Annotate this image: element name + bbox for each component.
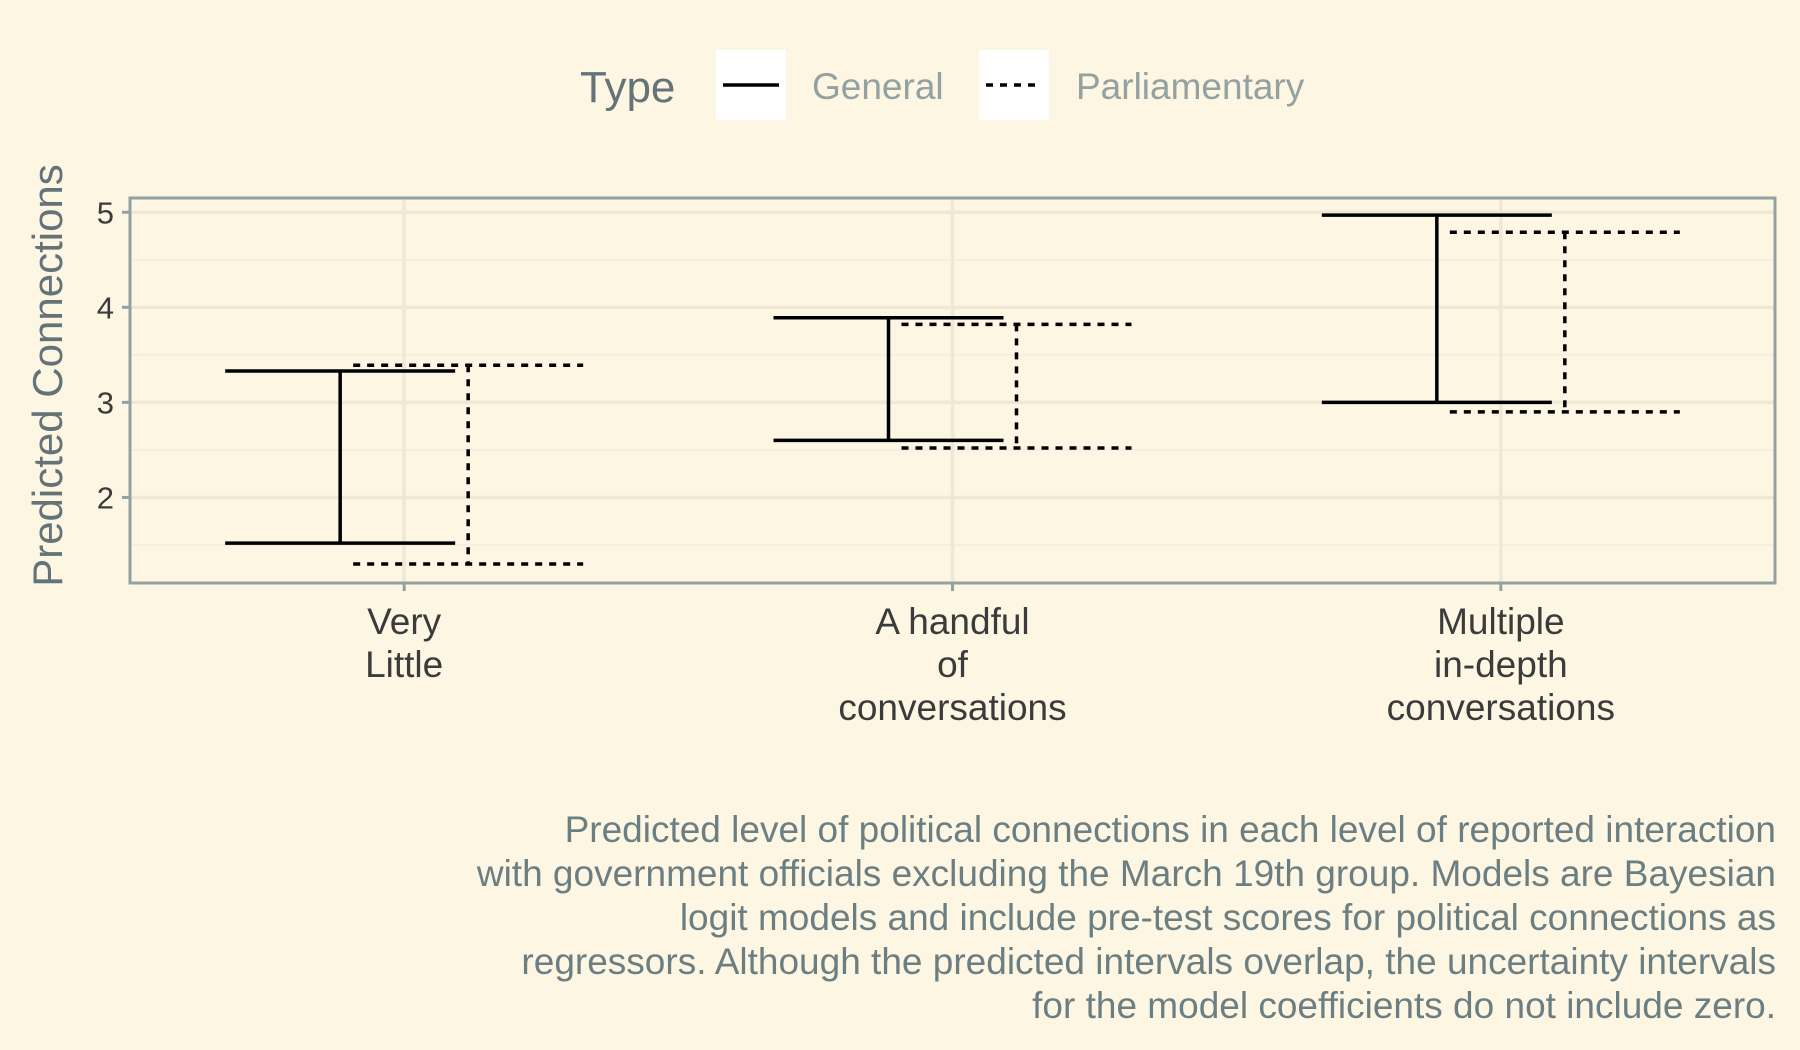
x-tick-label-line: A handful (875, 601, 1029, 642)
chart-caption: Predicted level of political connections… (476, 809, 1776, 1026)
x-tick-label-line: conversations (838, 687, 1066, 728)
x-tick-label: Very Little (365, 601, 443, 685)
legend-label: General (812, 66, 944, 107)
x-tick-label-line: Very (367, 601, 442, 642)
y-axis-label: Predicted Connections (24, 164, 71, 587)
y-tick-label: 5 (97, 195, 114, 230)
x-tick-label-line: in-depth (1434, 644, 1568, 685)
x-tick-label-line: of (937, 644, 969, 685)
x-tick-label-line: conversations (1387, 687, 1615, 728)
y-tick-label: 4 (97, 290, 114, 325)
x-tick-label: Multiple in-depth conversations (1387, 601, 1615, 728)
x-tick-label: A handful of conversations (838, 601, 1066, 728)
y-tick-label: 3 (97, 385, 114, 420)
x-tick-label-line: Little (365, 644, 443, 685)
y-tick-label: 2 (97, 480, 114, 515)
legend-title: Type (580, 63, 675, 112)
legend-label: Parliamentary (1076, 66, 1305, 107)
x-tick-label-line: Multiple (1437, 601, 1565, 642)
